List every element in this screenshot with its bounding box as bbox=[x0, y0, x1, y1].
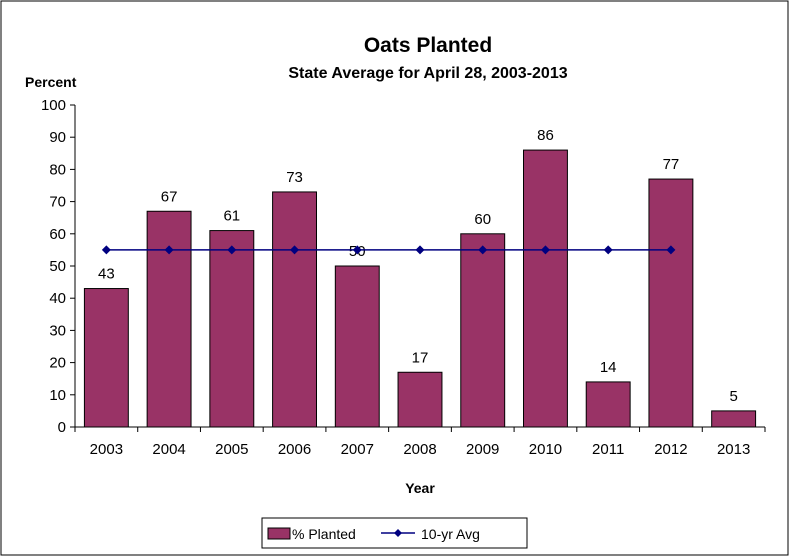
avg-point-2012 bbox=[666, 245, 676, 255]
y-tick-label: 20 bbox=[49, 355, 66, 372]
y-tick-label: 10 bbox=[49, 387, 66, 404]
bar-2012 bbox=[648, 178, 694, 428]
y-axis-title: Percent bbox=[25, 74, 77, 90]
avg-point-2008 bbox=[415, 245, 425, 255]
x-tick-label-2008: 2008 bbox=[403, 441, 436, 458]
y-tick-label: 100 bbox=[41, 97, 66, 114]
bar-2009 bbox=[460, 233, 506, 428]
data-label-2013: 5 bbox=[729, 388, 737, 405]
data-label-2008: 17 bbox=[412, 349, 429, 366]
bar-2004 bbox=[146, 210, 192, 428]
avg-point-2005 bbox=[227, 245, 237, 255]
x-tick-label-2005: 2005 bbox=[215, 441, 248, 458]
legend-label-avg: 10-yr Avg bbox=[421, 526, 480, 542]
y-tick-label: 40 bbox=[49, 290, 66, 307]
bar-2007 bbox=[334, 265, 380, 428]
data-label-2011: 14 bbox=[600, 359, 617, 376]
bar-2008 bbox=[397, 371, 443, 428]
bar-2006 bbox=[272, 191, 318, 428]
bar-2005 bbox=[209, 230, 255, 428]
data-label-2006: 73 bbox=[286, 169, 303, 186]
y-tick-label: 70 bbox=[49, 194, 66, 211]
x-tick-label-2010: 2010 bbox=[529, 441, 562, 458]
data-label-2012: 77 bbox=[663, 156, 680, 173]
avg-point-2006 bbox=[290, 245, 300, 255]
x-tick-label-2006: 2006 bbox=[278, 441, 311, 458]
x-tick-label-2003: 2003 bbox=[90, 441, 123, 458]
x-tick-label-2007: 2007 bbox=[341, 441, 374, 458]
legend: % Planted 10-yr Avg bbox=[261, 517, 528, 549]
y-tick-label: 30 bbox=[49, 322, 66, 339]
x-axis-title: Year bbox=[405, 480, 435, 496]
y-tick-label: 50 bbox=[49, 258, 66, 275]
legend-marker-avg bbox=[394, 529, 402, 537]
avg-point-2009 bbox=[478, 245, 488, 255]
plot-area: 0102030405060708090100436761735017608614… bbox=[41, 97, 766, 458]
x-tick-label-2011: 2011 bbox=[592, 441, 624, 458]
x-tick-label-2013: 2013 bbox=[717, 441, 750, 458]
y-tick-label: 0 bbox=[58, 419, 66, 436]
x-tick-label-2004: 2004 bbox=[152, 441, 185, 458]
avg-point-2010 bbox=[540, 245, 550, 255]
bar-2010 bbox=[523, 149, 568, 428]
bar-2003 bbox=[83, 288, 129, 428]
data-label-2005: 61 bbox=[223, 208, 240, 225]
y-tick-label: 90 bbox=[49, 129, 66, 146]
y-tick-label: 60 bbox=[49, 226, 66, 243]
data-label-2010: 86 bbox=[537, 127, 554, 144]
x-tick-label-2009: 2009 bbox=[466, 441, 499, 458]
chart-title: Oats Planted bbox=[364, 34, 492, 57]
bar-2011 bbox=[585, 381, 631, 428]
bar-2013 bbox=[711, 410, 757, 428]
avg-point-2004 bbox=[164, 245, 174, 255]
avg-point-2007 bbox=[352, 245, 362, 255]
data-label-2004: 67 bbox=[161, 188, 178, 205]
data-label-2009: 60 bbox=[474, 211, 491, 228]
avg-point-2003 bbox=[101, 245, 111, 255]
legend-label-planted: % Planted bbox=[292, 526, 356, 542]
chart-subtitle: State Average for April 28, 2003-2013 bbox=[288, 65, 567, 82]
y-tick-label: 80 bbox=[49, 161, 66, 178]
legend-swatch-planted bbox=[267, 527, 291, 540]
data-label-2003: 43 bbox=[98, 266, 115, 283]
x-tick-label-2012: 2012 bbox=[654, 441, 687, 458]
avg-point-2011 bbox=[603, 245, 613, 255]
